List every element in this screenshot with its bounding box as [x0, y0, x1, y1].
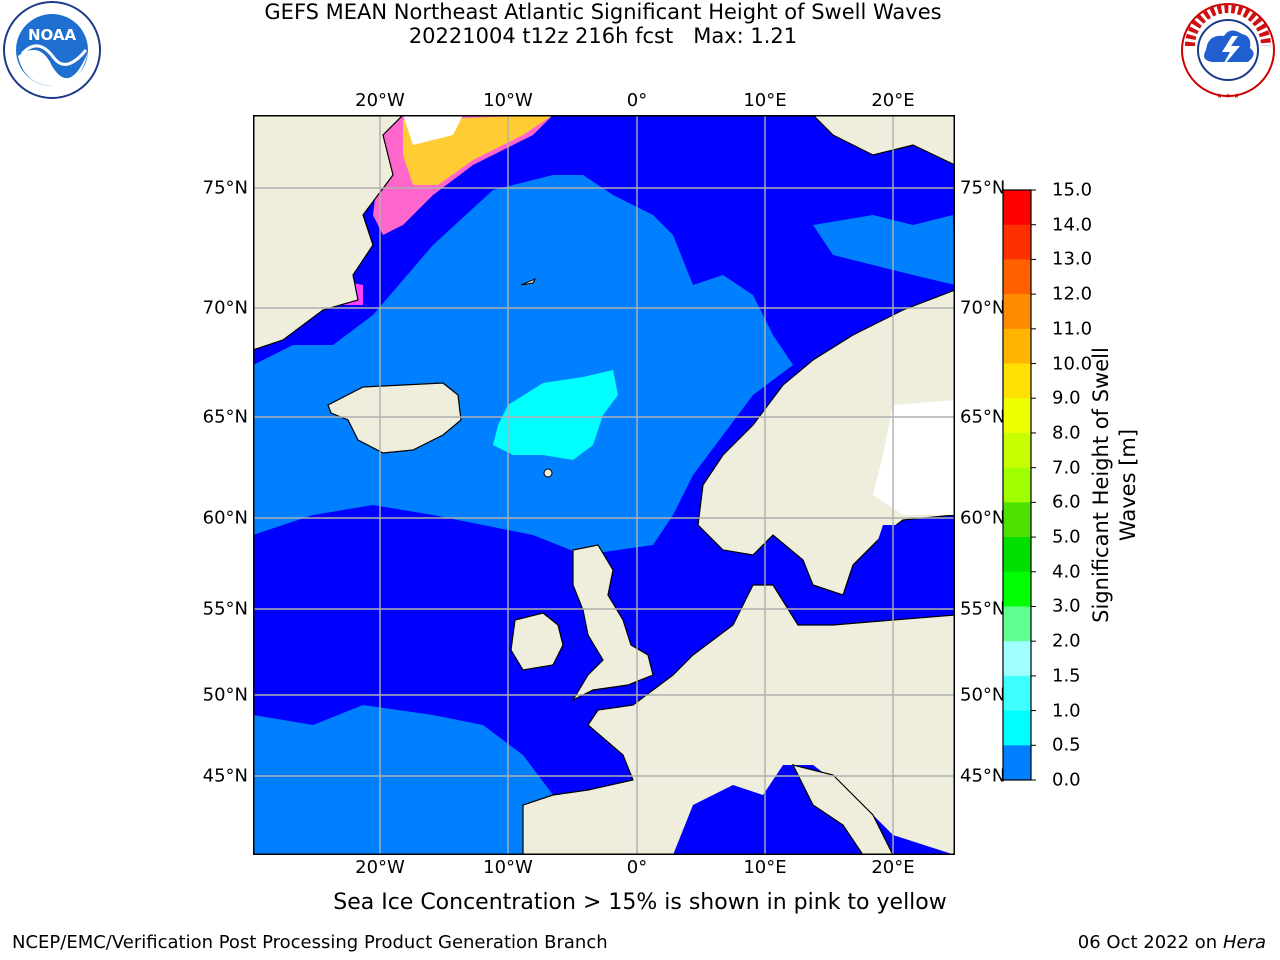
date-text: 06 Oct 2022 on	[1077, 932, 1223, 953]
lat-label-left-50n: 50°N	[202, 684, 248, 706]
colorbar-tick-label: 5.0	[1052, 526, 1081, 548]
colorbar-segment	[1003, 398, 1031, 434]
colorbar-segment	[1003, 502, 1031, 538]
colorbar-segment	[1003, 571, 1031, 607]
lon-label-top-10w: 10°W	[483, 90, 533, 111]
lon-label-bottom-10w: 10°W	[483, 857, 533, 878]
lon-label-bottom-0: 0°	[626, 857, 648, 878]
colorbar-frame	[1002, 189, 1032, 781]
colorbar-segment	[1003, 710, 1031, 746]
svg-text:★ ★ ★: ★ ★ ★	[1216, 92, 1239, 100]
graticule	[253, 115, 955, 855]
colorbar-tick-label: 9.0	[1052, 387, 1081, 409]
land-great-britain	[571, 544, 654, 702]
colorbar-segment	[1003, 294, 1031, 330]
lat-label-left-75n: 75°N	[202, 177, 248, 199]
lat-label-right-45n: 45°N	[960, 765, 1006, 787]
machine-name: Hera	[1222, 932, 1266, 953]
lat-label-left-55n: 55°N	[202, 598, 248, 620]
credit-text: NCEP/EMC/Verification Post Processing Pr…	[12, 932, 608, 953]
colorbar-segment	[1003, 224, 1031, 260]
noaa-logo: NOAA	[0, 0, 104, 104]
lat-label-right-50n: 50°N	[960, 684, 1006, 706]
lon-label-top-10e: 10°E	[743, 90, 787, 111]
chart-subtitle: 20221004 t12z 216h fcst Max: 1.21	[408, 24, 798, 48]
lat-label-right-60n: 60°N	[960, 507, 1006, 529]
swell-region-mid-east	[813, 215, 955, 285]
colorbar-segment	[1003, 537, 1031, 573]
lat-label-right-70n: 70°N	[960, 297, 1006, 319]
nws-logo: ★ ★ ★	[1176, 0, 1280, 104]
lat-label-right-65n: 65°N	[960, 406, 1006, 428]
colorbar-tick-label: 1.5	[1052, 665, 1081, 687]
sea-ice-note: Sea Ice Concentration > 15% is shown in …	[333, 890, 947, 915]
colorbar-tick-label: 14.0	[1052, 214, 1093, 236]
colorbar-tick-label: 2.0	[1052, 630, 1081, 652]
sea-ice-white	[403, 115, 463, 145]
colorbar-segment	[1003, 259, 1031, 295]
lon-label-bottom-20w: 20°W	[355, 857, 405, 878]
colorbar-segment	[1003, 432, 1031, 469]
colorbar-title-line2: Waves [m]	[1116, 428, 1140, 542]
colorbar-tick-label: 13.0	[1052, 248, 1093, 270]
colorbar-tick-label: 1.0	[1052, 700, 1081, 722]
lat-label-left-60n: 60°N	[202, 507, 248, 529]
colorbar-tick-label: 12.0	[1052, 283, 1093, 305]
lon-label-top-0: 0°	[626, 90, 648, 111]
land-jan-mayen	[520, 278, 537, 286]
swell-region-mid	[253, 175, 793, 555]
colorbar-segment	[1003, 190, 1031, 226]
land-europe	[522, 584, 955, 855]
colorbar-tick-label: 4.0	[1052, 561, 1081, 583]
lat-label-right-75n: 75°N	[960, 177, 1006, 199]
land-faroe	[543, 468, 553, 478]
colorbar-tick-label: 7.0	[1052, 457, 1081, 479]
lat-label-left-70n: 70°N	[202, 297, 248, 319]
swell-region-high	[493, 370, 618, 460]
lat-label-right-55n: 55°N	[960, 598, 1006, 620]
colorbar-segment	[1003, 745, 1031, 781]
water-mediterranean	[673, 765, 955, 855]
date-stamp: 06 Oct 2022 on Hera	[1078, 932, 1266, 953]
colorbar-segment	[1003, 675, 1031, 712]
colorbar-segment	[1003, 467, 1031, 503]
colorbar-title: Significant Height of Swell Waves [m]	[1088, 325, 1142, 645]
colorbar-title-line1: Significant Height of Swell	[1089, 347, 1113, 623]
lat-label-left-65n: 65°N	[202, 406, 248, 428]
land-iceland	[327, 382, 462, 454]
colorbar-segment	[1003, 328, 1031, 365]
land-italy	[791, 764, 894, 855]
lon-label-bottom-20e: 20°E	[871, 857, 915, 878]
land-greenland	[253, 115, 404, 351]
land-svalbard	[812, 115, 955, 166]
colorbar-segment	[1003, 606, 1031, 642]
colorbar-tick-label: 3.0	[1052, 595, 1081, 617]
chart-title: GEFS MEAN Northeast Atlantic Significant…	[264, 0, 942, 24]
colorbar-tick-label: 0.0	[1052, 769, 1081, 791]
colorbar-segment	[1003, 641, 1031, 677]
colorbar-tick-label: 15.0	[1052, 179, 1093, 201]
lon-label-bottom-10e: 10°E	[743, 857, 787, 878]
colorbar-tick-label: 0.5	[1052, 734, 1081, 756]
map-panel	[253, 115, 955, 855]
swell-region-mid-south	[253, 705, 553, 855]
colorbar	[1002, 189, 1036, 781]
lon-label-top-20w: 20°W	[355, 90, 405, 111]
colorbar-tick-label: 10.0	[1052, 353, 1093, 375]
land-ireland	[510, 612, 564, 671]
colorbar-tick-label: 11.0	[1052, 318, 1093, 340]
noaa-logo-text: NOAA	[28, 26, 77, 44]
water-baltic	[833, 525, 955, 620]
colorbar-segment	[1003, 363, 1031, 399]
lat-label-left-45n: 45°N	[202, 765, 248, 787]
lon-label-top-20e: 20°E	[871, 90, 915, 111]
colorbar-tick-label: 6.0	[1052, 491, 1081, 513]
colorbar-tick-label: 8.0	[1052, 422, 1081, 444]
